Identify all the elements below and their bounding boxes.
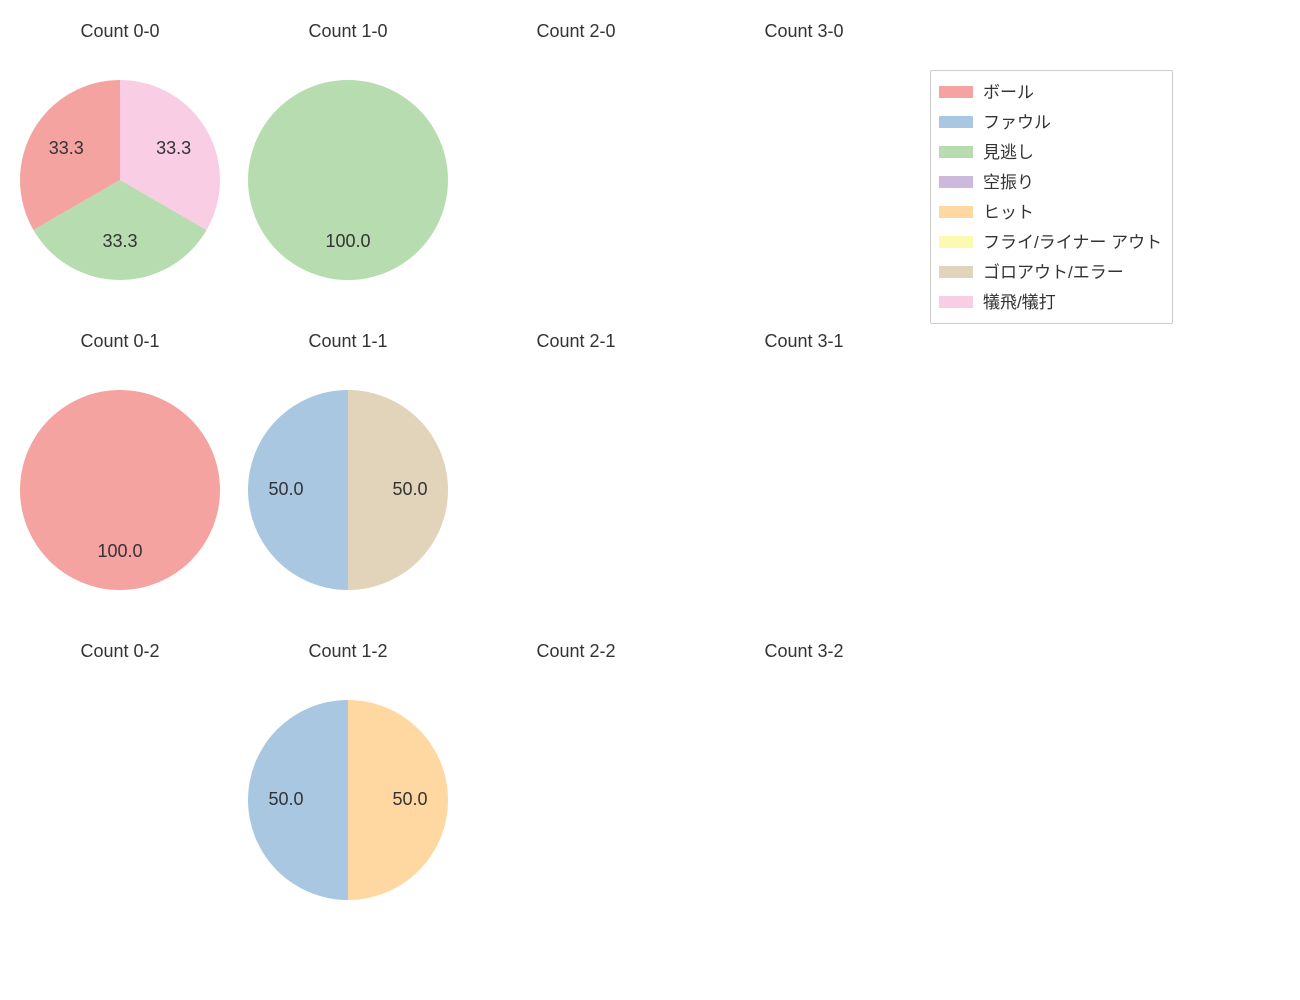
panel-title: Count 3-0 [690, 21, 918, 42]
pie-holder: 100.0 [246, 78, 450, 282]
pie-chart [474, 78, 678, 282]
legend-item: ヒット [939, 197, 1162, 227]
legend-label: 見逃し [983, 144, 1034, 161]
legend-swatch [939, 296, 973, 308]
count-panel: Count 2-0 [462, 8, 690, 318]
panel-title: Count 0-0 [6, 21, 234, 42]
pie-chart [474, 698, 678, 902]
legend-swatch [939, 86, 973, 98]
pie-slice-label: 33.3 [102, 231, 137, 251]
legend-swatch [939, 176, 973, 188]
pie-slice-label: 33.3 [156, 138, 191, 158]
legend-item: 空振り [939, 167, 1162, 197]
panel-title: Count 0-1 [6, 331, 234, 352]
pie-chart [18, 698, 222, 902]
pie-chart [702, 698, 906, 902]
pie-holder: 50.0 50.0 [246, 698, 450, 902]
pie-holder: 50.0 50.0 [246, 388, 450, 592]
pie-chart [702, 388, 906, 592]
count-panel: Count 0-1 100.0 [6, 318, 234, 628]
pie-holder [702, 698, 906, 902]
pie-holder [474, 698, 678, 902]
panel-title: Count 2-0 [462, 21, 690, 42]
pie-slice-label: 50.0 [268, 789, 303, 809]
pie-chart [702, 78, 906, 282]
chart-root: Count 0-033.333.333.3Count 1-0100.0Count… [0, 0, 1300, 1000]
legend-item: ゴロアウト/エラー [939, 257, 1162, 287]
legend-swatch [939, 116, 973, 128]
count-panel: Count 3-1 [690, 318, 918, 628]
legend-label: ヒット [983, 204, 1034, 221]
pie-holder: 33.3 33.3 33.3 [18, 78, 222, 282]
count-panel: Count 1-2 50.0 50.0 [234, 628, 462, 938]
legend-label: 犠飛/犠打 [983, 294, 1056, 311]
legend: ボールファウル見逃し空振りヒットフライ/ライナー アウトゴロアウト/エラー犠飛/… [930, 70, 1173, 324]
pie-holder [474, 388, 678, 592]
pie-holder [702, 388, 906, 592]
panel-title: Count 2-2 [462, 641, 690, 662]
legend-label: ボール [983, 84, 1034, 101]
pie-slice-label: 50.0 [392, 479, 427, 499]
panel-title: Count 3-1 [690, 331, 918, 352]
panel-title: Count 1-2 [234, 641, 462, 662]
pie-chart: 100.0 [18, 388, 222, 592]
legend-swatch [939, 266, 973, 278]
legend-label: 空振り [983, 174, 1034, 191]
legend-item: ファウル [939, 107, 1162, 137]
pie-chart: 50.0 50.0 [246, 388, 450, 592]
pie-slice-label: 50.0 [392, 789, 427, 809]
pie-chart [474, 388, 678, 592]
panel-title: Count 2-1 [462, 331, 690, 352]
pie-holder [474, 78, 678, 282]
count-panel: Count 0-0 33.3 33.3 33.3 [6, 8, 234, 318]
pie-chart: 100.0 [246, 78, 450, 282]
legend-label: ファウル [983, 114, 1051, 131]
panel-title: Count 1-0 [234, 21, 462, 42]
count-panel: Count 0-2 [6, 628, 234, 938]
pie-holder: 100.0 [18, 388, 222, 592]
pie-slice-label: 33.3 [49, 138, 84, 158]
count-panel: Count 2-2 [462, 628, 690, 938]
count-panel: Count 3-2 [690, 628, 918, 938]
legend-label: ゴロアウト/エラー [983, 264, 1124, 281]
legend-item: フライ/ライナー アウト [939, 227, 1162, 257]
legend-item: 見逃し [939, 137, 1162, 167]
legend-swatch [939, 146, 973, 158]
pie-slice-label: 100.0 [97, 541, 142, 561]
pie-holder [18, 698, 222, 902]
panel-title: Count 1-1 [234, 331, 462, 352]
panel-title: Count 3-2 [690, 641, 918, 662]
legend-label: フライ/ライナー アウト [983, 234, 1162, 251]
legend-item: 犠飛/犠打 [939, 287, 1162, 317]
count-panel: Count 2-1 [462, 318, 690, 628]
legend-swatch [939, 206, 973, 218]
pie-chart: 33.3 33.3 33.3 [18, 78, 222, 282]
pie-slice-label: 50.0 [268, 479, 303, 499]
panel-title: Count 0-2 [6, 641, 234, 662]
legend-item: ボール [939, 77, 1162, 107]
count-panel: Count 1-0 100.0 [234, 8, 462, 318]
legend-swatch [939, 236, 973, 248]
count-panel: Count 3-0 [690, 8, 918, 318]
pie-holder [702, 78, 906, 282]
pie-slice-label: 100.0 [325, 231, 370, 251]
pie-chart: 50.0 50.0 [246, 698, 450, 902]
count-panel: Count 1-1 50.0 50.0 [234, 318, 462, 628]
